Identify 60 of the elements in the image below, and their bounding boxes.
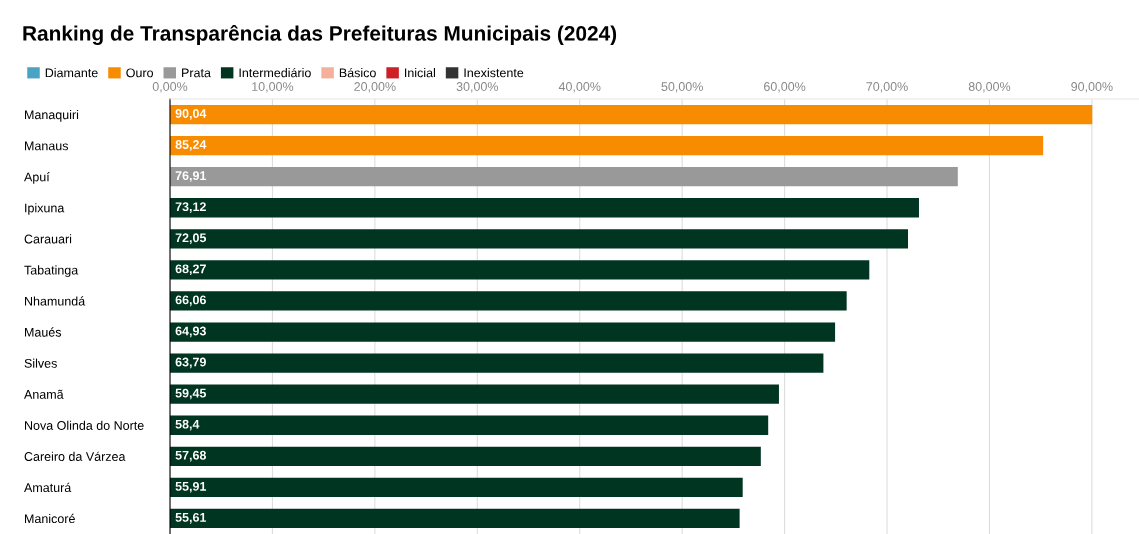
x-tick-label: 80,00% [968,82,1011,93]
data-label: 72,05 [175,233,207,244]
y-tick-label: Tabatinga [24,265,79,278]
y-tick-label: Nova Olinda do Norte [25,420,144,430]
data-label: 64,93 [175,326,206,338]
data-label: 85,24 [175,140,207,151]
x-tick-label: 20,00% [354,82,396,93]
legend-label: Diamante [45,68,98,78]
bar [170,508,740,529]
data-label: 68,27 [175,264,206,276]
y-tick-label: Amaturá [24,482,72,493]
bar [170,291,847,311]
y-tick-label: Manicoré [25,513,75,524]
y-tick-label: Manaquiri [25,110,79,122]
y-tick-label: Careiro da Várzea [24,451,126,461]
y-tick-label: Silves [24,358,57,368]
x-tick-label: 10,00% [252,82,294,93]
bar [170,135,1044,156]
legend-label: Intermediário [239,67,311,78]
data-label: 55,61 [175,512,207,524]
legend-label: Ouro [126,68,154,78]
y-tick-label: Maués [25,327,62,337]
bar [170,384,779,404]
legend-label: Prata [182,68,211,78]
bar [170,198,919,218]
legend-label: Básico [339,67,376,78]
data-label: 59,45 [175,388,207,400]
bar [170,446,761,466]
bar [170,104,1093,125]
legend-label: Inicial [405,68,435,78]
data-label: 76,91 [175,171,207,182]
data-label: 63,79 [175,357,206,369]
x-tick-label: 50,00% [661,82,703,93]
y-tick-label: Anamã [24,389,64,399]
bar [170,477,743,498]
bar [170,415,769,435]
x-tick-label: 70,00% [866,82,908,93]
legend-label: Inexistente [464,68,524,78]
data-label: 66,06 [175,295,206,307]
data-label: 90,04 [175,109,207,120]
bar [170,353,824,373]
data-label: 55,91 [175,481,207,493]
x-tick-label: 30,00% [456,82,499,93]
x-tick-label: 90,00% [1071,82,1113,93]
bar [170,167,958,187]
y-tick-label: Apuí [24,172,50,184]
data-label: 57,68 [175,450,207,462]
y-tick-label: Manaus [25,141,69,151]
y-tick-label: Nhamundá [25,296,86,306]
data-label: 58,4 [175,419,200,431]
x-tick-label: 40,00% [558,82,601,93]
y-tick-label: Carauari [24,234,72,244]
x-tick-label: 60,00% [764,82,806,93]
chart-title: Ranking de Transparência das Prefeituras Municipais (2024) [23,25,617,45]
data-label: 73,12 [175,202,206,213]
bar [170,229,909,249]
x-tick-label: 0,00% [152,82,188,93]
bar [170,260,870,280]
bar [170,322,836,342]
y-tick-label: Ipixuna [25,203,65,215]
